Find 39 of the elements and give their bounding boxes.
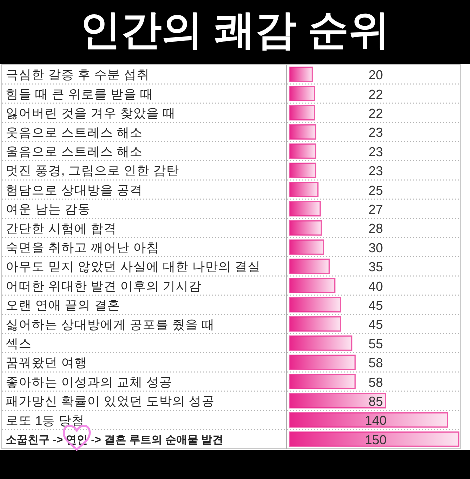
y-tick-label: 패가망신 확률이 있었던 도박의 성공	[6, 394, 215, 409]
y-tick-label: 섹스	[6, 337, 32, 351]
data-label: 20	[368, 68, 384, 83]
y-tick-label: 싫어하는 상대방에게 공포를 줬을 때	[6, 318, 215, 332]
data-label: 27	[368, 202, 384, 217]
y-tick-label: 여운 남는 감동	[6, 202, 91, 217]
data-label: 85	[368, 394, 384, 409]
data-label: 55	[368, 336, 384, 352]
data-label: 23	[368, 164, 384, 179]
y-tick-label: 웃음으로 스트레스 해소	[6, 126, 143, 140]
title: 인간의 쾌감 순위	[80, 7, 390, 53]
y-tick-label: 극심한 갈증 후 수분 섭취	[6, 68, 150, 82]
data-label: 45	[368, 317, 384, 332]
y-tick-label: 간단한 시험에 합격	[6, 222, 117, 236]
y-tick-label: 험담으로 상대방을 공격	[6, 183, 143, 198]
data-label: 22	[368, 86, 384, 102]
data-label: 22	[368, 106, 384, 121]
data-label: 45	[368, 298, 384, 313]
data-label: 23	[368, 144, 384, 160]
y-tick-label: 힘들 때 큰 위로를 받을 때	[6, 87, 154, 102]
y-tick-label: 멋진 풍경, 그림으로 인한 감탄	[6, 164, 180, 178]
y-tick-label: 울음으로 스트레스 해소	[6, 145, 143, 159]
data-label: 58	[368, 374, 384, 390]
data-label: 140	[365, 413, 387, 428]
data-label: 25	[368, 182, 384, 198]
y-tick-label: 잃어버린 것을 겨우 찾았을 때	[6, 106, 176, 121]
data-label: 23	[368, 125, 384, 140]
data-label: 28	[368, 221, 384, 236]
y-tick-label: 숙면을 취하고 깨어난 아침	[6, 241, 160, 255]
y-tick-label: 좋아하는 이성과의 교체 성공	[6, 375, 172, 390]
y-tick-label: 오랜 연애 끝의 결혼	[6, 298, 120, 313]
data-label: 35	[368, 260, 384, 275]
data-label: 58	[368, 356, 384, 371]
data-label: 40	[368, 278, 384, 294]
y-tick-label: 어떠한 위대한 발견 이후의 기시감	[6, 279, 202, 294]
data-label: 30	[368, 240, 384, 256]
y-tick-label: 아무도 믿지 않았던 사실에 대한 나만의 결실	[6, 260, 261, 274]
data-label: 150	[365, 432, 387, 448]
y-tick-label: 꿈꿔왔던 여행	[6, 356, 88, 370]
